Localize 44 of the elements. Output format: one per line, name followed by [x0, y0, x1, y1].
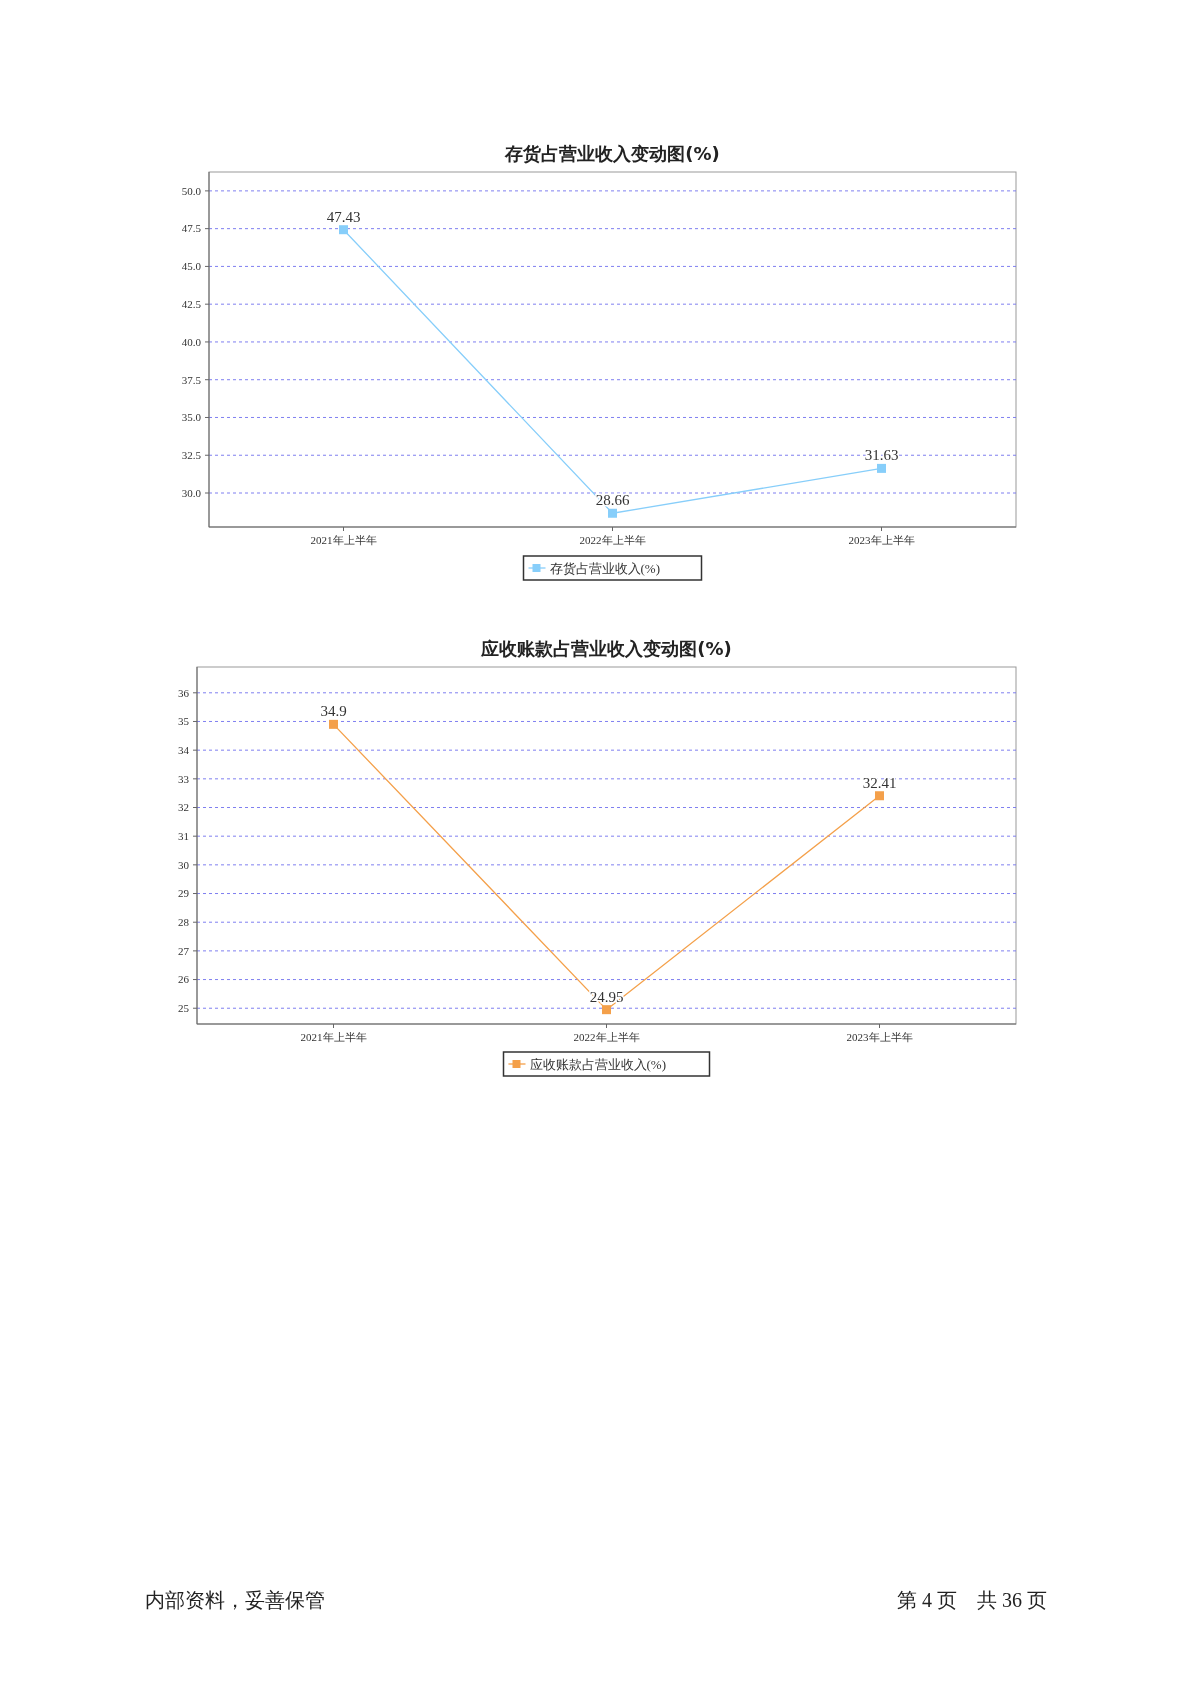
data-label: 32.41	[862, 774, 897, 791]
y-tick-label: 30	[178, 858, 190, 871]
y-tick-label: 28	[178, 916, 190, 929]
y-tick-label: 27	[178, 944, 190, 957]
x-tick-label: 2022年上半年	[573, 1031, 640, 1043]
y-tick-label: 26	[178, 973, 190, 986]
y-tick-label: 25	[178, 1002, 190, 1015]
y-tick-label: 42.5	[181, 298, 202, 311]
chart-title: 存货占营业收入变动图(%)	[504, 143, 720, 164]
point	[339, 225, 348, 235]
x-tick-label: 2023年上半年	[848, 534, 915, 546]
y-tick-label: 45.0	[181, 260, 202, 273]
x-tick-label: 2021年上半年	[310, 534, 377, 546]
y-tick-label: 35	[178, 715, 190, 728]
y-tick-label: 31	[178, 830, 189, 843]
text: 内部资料，妥善保管	[145, 1589, 325, 1611]
y-tick-label: 35.0	[181, 411, 202, 424]
y-tick-label: 33	[178, 772, 190, 785]
point	[608, 508, 617, 518]
x-tick-label: 2022年上半年	[579, 534, 646, 546]
legend-label: 应收账款占营业收入(%)	[529, 1056, 666, 1072]
point	[602, 1005, 611, 1015]
data-label: 47.43	[326, 208, 361, 225]
y-tick-label: 37.5	[181, 373, 202, 386]
data-label: 31.63	[864, 447, 899, 464]
data-label: 34.9	[320, 703, 347, 720]
y-tick-label: 30.0	[181, 486, 202, 499]
y-tick-label: 34	[178, 744, 190, 757]
point	[329, 719, 338, 729]
y-tick-label: 32.5	[181, 449, 202, 462]
point	[875, 791, 884, 801]
text: 第 4 页 共 36 页	[897, 1589, 1047, 1611]
y-tick-label: 47.5	[181, 222, 202, 235]
legend-label: 存货占营业收入(%)	[549, 560, 660, 576]
y-tick-label: 36	[178, 686, 190, 699]
x-tick-label: 2023年上半年	[846, 1031, 913, 1043]
y-tick-label: 40.0	[181, 335, 202, 348]
y-tick-label: 32	[178, 801, 189, 814]
chart-title: 应收账款占营业收入变动图(%)	[480, 638, 732, 659]
data-label: 28.66	[595, 492, 630, 509]
point	[877, 463, 886, 473]
y-tick-label: 29	[178, 887, 190, 900]
x-tick-label: 2021年上半年	[300, 1031, 367, 1043]
y-tick-label: 50.0	[181, 184, 202, 197]
